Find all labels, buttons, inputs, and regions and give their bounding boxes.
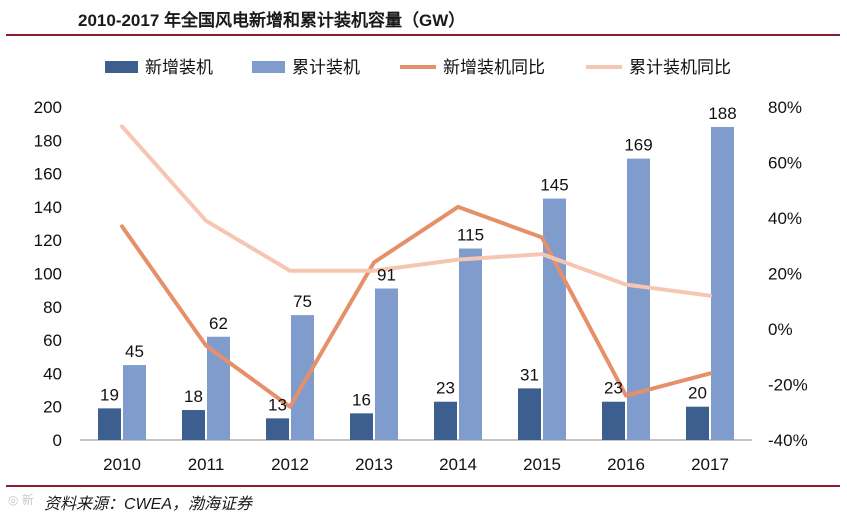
legend-swatch (105, 61, 138, 73)
bar-value-label: 20 (688, 384, 707, 403)
bar-value-label: 169 (624, 136, 652, 155)
y-left-tick-label: 60 (43, 331, 62, 350)
bar-value-label: 91 (377, 265, 396, 284)
y-left-tick-label: 120 (34, 231, 62, 250)
bar-new (518, 388, 541, 440)
y-left-tick-label: 0 (53, 431, 62, 450)
left-axis: 0 20 40 60 80 100 120 140 160 180 200 (34, 98, 62, 450)
x-tick-label: 2017 (691, 455, 729, 474)
title-divider (6, 34, 840, 36)
bar-cumulative (375, 288, 398, 440)
bar-cumulative (291, 315, 314, 440)
watermark: ◎ 新 (8, 493, 34, 507)
bar-value-label: 145 (540, 176, 568, 195)
bar-value-label: 31 (520, 365, 539, 384)
y-right-tick-label: 80% (768, 98, 802, 117)
chart-title: 2010-2017 年全国风电新增和累计装机容量（GW） (78, 11, 466, 30)
bar-new (686, 406, 709, 440)
x-tick-label: 2012 (271, 455, 309, 474)
bar-cumulative (123, 365, 146, 440)
legend-label: 新增装机同比 (443, 58, 545, 77)
y-left-tick-label: 80 (43, 298, 62, 317)
x-tick-label: 2014 (439, 455, 477, 474)
x-tick-label: 2013 (355, 455, 393, 474)
y-left-tick-label: 20 (43, 398, 62, 417)
bar-value-label: 16 (352, 390, 371, 409)
y-left-tick-label: 140 (34, 198, 62, 217)
bar-value-label: 115 (457, 226, 484, 245)
bar-cumulative (543, 198, 566, 440)
y-right-tick-label: 20% (768, 265, 802, 284)
bar-value-label: 13 (268, 395, 287, 414)
bar-new (350, 413, 373, 440)
bar-labels: 19 18 13 16 23 31 23 20 45 62 75 91 115 145 169 188 (100, 104, 737, 414)
bars (98, 126, 734, 441)
bar-new (266, 418, 289, 440)
y-right-tick-label: -40% (768, 431, 808, 450)
legend: 新增装机 累计装机 新增装机同比 累计装机同比 (105, 58, 731, 77)
x-tick-label: 2015 (523, 455, 561, 474)
source-note: 资料来源：CWEA，渤海证券 (44, 496, 253, 513)
legend-label: 累计装机同比 (629, 58, 731, 77)
bar-value-label: 75 (293, 292, 312, 311)
y-right-tick-label: 40% (768, 209, 802, 228)
bar-value-label: 19 (100, 385, 119, 404)
bar-new (602, 401, 625, 440)
x-tick-label: 2010 (103, 455, 141, 474)
y-left-tick-label: 40 (43, 364, 62, 383)
bar-cumulative (711, 126, 734, 440)
bar-cumulative (207, 336, 230, 440)
y-right-tick-label: 0% (768, 320, 793, 339)
lines (120, 124, 712, 409)
line-series-new-yoy (120, 204, 712, 409)
bar-cumulative (627, 158, 650, 441)
source-divider (6, 485, 840, 487)
legend-swatch (252, 61, 285, 73)
bar-cumulative (459, 248, 482, 440)
right-axis: -40% -20% 0% 20% 40% 60% 80% (768, 98, 808, 450)
legend-label: 累计装机 (292, 58, 360, 77)
x-tick-label: 2016 (607, 455, 645, 474)
bar-new (182, 410, 205, 440)
bar-value-label: 23 (436, 379, 455, 398)
bar-value-label: 62 (209, 314, 228, 333)
bar-value-label: 18 (184, 387, 203, 406)
x-axis: 2010 2011 2012 2013 2014 2015 2016 2017 (80, 439, 752, 474)
line-series-cumulative-yoy (120, 124, 712, 298)
legend-label: 新增装机 (145, 58, 213, 77)
bar-value-label: 23 (604, 379, 623, 398)
x-tick-label: 2011 (188, 455, 225, 474)
y-left-tick-label: 180 (34, 131, 62, 150)
bar-value-label: 45 (125, 342, 144, 361)
bar-value-label: 188 (708, 104, 736, 123)
y-left-tick-label: 100 (34, 265, 62, 284)
bar-new (434, 401, 457, 440)
y-left-tick-label: 200 (34, 98, 62, 117)
y-right-tick-label: -20% (768, 376, 808, 395)
y-right-tick-label: 60% (768, 154, 802, 173)
y-left-tick-label: 160 (34, 165, 62, 184)
combo-chart: 新增装机 累计装机 新增装机同比 累计装机同比 0 20 40 60 80 100 120 140 1… (34, 58, 808, 474)
bar-new (98, 408, 121, 440)
